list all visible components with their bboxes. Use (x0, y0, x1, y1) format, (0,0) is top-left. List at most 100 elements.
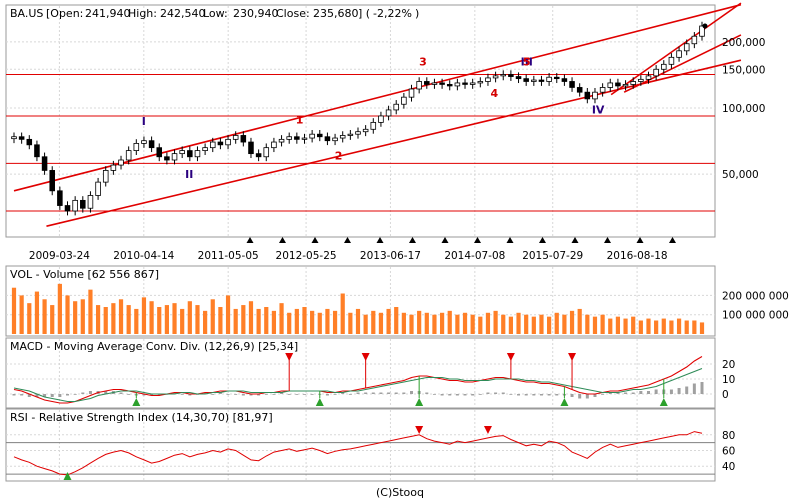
candle-body (125, 150, 132, 161)
volume-bar (646, 318, 651, 334)
candle-body (148, 140, 155, 149)
rsi-tick-label: 60 (722, 446, 735, 458)
macd-histogram-bar (234, 394, 238, 395)
macd-histogram-bar (364, 392, 368, 394)
candle-body (26, 138, 33, 146)
macd-tick-label: 0 (722, 389, 729, 401)
volume-bar (699, 322, 705, 334)
macd-histogram-bar (371, 392, 375, 394)
macd-histogram-bar (601, 394, 605, 395)
macd-panel (5, 337, 716, 409)
volume-title: VOL - Volume [62 556 867] (10, 268, 159, 281)
candle-body (49, 170, 55, 192)
macd-histogram-bar (440, 394, 444, 396)
volume-bar (363, 314, 368, 334)
event-marker (279, 237, 286, 243)
volume-bar (164, 305, 169, 334)
sell-marker (506, 353, 515, 361)
x-tick-label: 2010-04-14 (113, 250, 174, 262)
volume-bar (592, 316, 598, 334)
candle-body (347, 133, 354, 136)
volume-bar (378, 312, 384, 334)
candle-body (133, 143, 140, 152)
volume-bar (470, 314, 475, 334)
volume-bar (455, 314, 460, 334)
ticker-label: BA.US (10, 7, 43, 20)
macd-histogram-bar (280, 392, 284, 394)
volume-bar (608, 318, 613, 334)
macd-histogram-bar (88, 391, 92, 394)
volume-bar (669, 320, 674, 334)
macd-histogram-bar (35, 394, 39, 397)
volume-bar (332, 310, 338, 334)
candle-body (569, 81, 575, 88)
macd-histogram-bar (241, 394, 245, 396)
macd-histogram-bar (692, 383, 696, 394)
candle-body (393, 103, 399, 111)
candle-body (72, 199, 78, 212)
macd-histogram-bar (555, 394, 559, 396)
macd-histogram-bar (547, 394, 551, 396)
volume-bar (386, 308, 391, 334)
volume-tick-label: 100 000 000 (722, 310, 789, 322)
macd-histogram-bar (517, 394, 521, 396)
candle-body (255, 153, 262, 158)
macd-histogram-bar (494, 392, 498, 394)
volume-bar (134, 308, 139, 334)
wave-label: 5 (523, 56, 531, 69)
event-marker (636, 237, 644, 243)
macd-histogram-bar (188, 394, 192, 396)
volume-bar (631, 316, 636, 334)
close-value: 235,680 (313, 7, 359, 20)
candle-body (187, 150, 193, 158)
macd-histogram-bar (356, 392, 360, 394)
candle-body (469, 82, 476, 85)
macd-histogram-bar (631, 392, 635, 394)
low-label: Low: (203, 7, 228, 20)
candle-body (584, 91, 591, 100)
sell-marker (568, 353, 577, 361)
candle-body (408, 88, 415, 98)
volume-bar (187, 301, 192, 334)
volume-bar (111, 303, 116, 334)
event-marker (669, 237, 676, 243)
candle-body (34, 144, 40, 158)
macd-histogram-bar (539, 394, 543, 396)
event-marker (604, 237, 611, 243)
event-marker (246, 237, 254, 243)
candle-body (332, 137, 338, 142)
candle-body (553, 76, 560, 80)
candle-body (248, 141, 254, 155)
signal-line (13, 367, 703, 403)
rsi-panel (5, 408, 716, 482)
macd-histogram-bar (264, 394, 268, 395)
wave-label: 2 (335, 149, 343, 162)
candle-body (683, 43, 690, 52)
candle-body (599, 87, 606, 93)
high-label: High: (128, 7, 157, 20)
volume-bar (225, 295, 231, 334)
volume-bar (501, 314, 506, 334)
rsi-tick-label: 40 (722, 461, 735, 473)
rsi-layer (6, 426, 715, 480)
macd-histogram-bar (310, 394, 314, 395)
volume-bar (394, 307, 399, 334)
macd-histogram-bar (471, 394, 475, 396)
macd-histogram-bar (211, 394, 215, 395)
volume-bar (585, 314, 590, 334)
macd-histogram-bar (27, 394, 31, 397)
macd-histogram-bar (12, 394, 16, 396)
volume-bar (27, 303, 32, 334)
volume-bar (600, 314, 605, 334)
volume-bar (310, 310, 315, 334)
macd-histogram-bar (624, 392, 628, 394)
macd-histogram-bar (272, 394, 276, 395)
buy-marker (415, 398, 424, 406)
volume-bar (371, 310, 376, 334)
volume-tick-label: 200 000 000 (722, 290, 789, 302)
close-label: Close: (276, 7, 310, 20)
event-marker (376, 237, 384, 243)
candle-body (424, 81, 430, 85)
wave-label: II (185, 168, 193, 181)
macd-histogram-bar (218, 392, 222, 394)
